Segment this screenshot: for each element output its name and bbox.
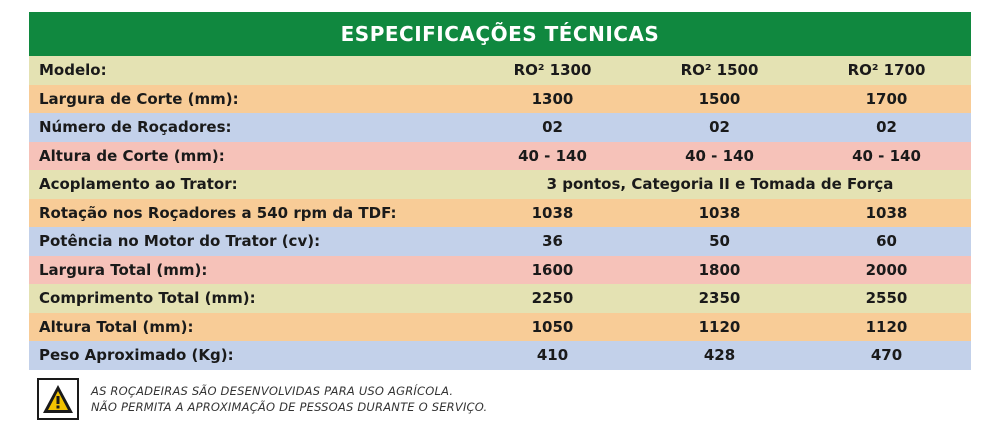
row-value: 1038 <box>865 203 908 222</box>
row-value: 2000 <box>865 260 908 279</box>
warning-line-2: NÃO PERMITA A APROXIMAÇÃO DE PESSOAS DUR… <box>91 400 488 414</box>
row-value: 2350 <box>698 289 741 308</box>
row-value: 470 <box>870 346 903 365</box>
row-span-value: 3 pontos, Categoria II e Tomada de Força <box>546 175 894 194</box>
row-value: RO² 1700 <box>847 61 926 80</box>
row-label: Rotação nos Roçadores a 540 rpm da TDF: <box>39 203 397 222</box>
row-value: 428 <box>703 346 736 365</box>
table-row: Peso Aproximado (Kg): 410 428 470 <box>29 341 971 370</box>
row-value: 1120 <box>698 317 741 336</box>
table-row: Comprimento Total (mm): 2250 2350 2550 <box>29 284 971 313</box>
row-value: 02 <box>709 118 730 137</box>
row-label: Acoplamento ao Trator: <box>39 175 238 194</box>
row-label: Número de Roçadores: <box>39 118 232 137</box>
table-row: Número de Roçadores: 02 02 02 <box>29 113 971 142</box>
row-value: 40 - 140 <box>852 146 921 165</box>
row-label: Peso Aproximado (Kg): <box>39 346 234 365</box>
table-row: Largura de Corte (mm): 1300 1500 1700 <box>29 84 971 113</box>
row-value: 1600 <box>531 260 574 279</box>
row-value: 02 <box>542 118 563 137</box>
row-value: 2250 <box>531 289 574 308</box>
row-value: 1300 <box>531 89 574 108</box>
warning-notice: AS ROÇADEIRAS SÃO DESENVOLVIDAS PARA USO… <box>29 374 971 424</box>
row-value: 410 <box>536 346 569 365</box>
row-label: Largura Total (mm): <box>39 260 208 279</box>
row-label: Altura Total (mm): <box>39 317 194 336</box>
table-row: Potência no Motor do Trator (cv): 36 50 60 <box>29 227 971 256</box>
table-row: Acoplamento ao Trator: 3 pontos, Categori… <box>29 170 971 199</box>
row-value: 1800 <box>698 260 741 279</box>
spec-table: Modelo: RO² 1300 RO² 1500 RO² 1700 Largura d… <box>29 56 971 370</box>
row-value: RO² 1300 <box>513 61 592 80</box>
row-value: 1700 <box>865 89 908 108</box>
row-value: 2550 <box>865 289 908 308</box>
row-value: 02 <box>876 118 897 137</box>
row-value: 1500 <box>698 89 741 108</box>
row-label: Altura de Corte (mm): <box>39 146 225 165</box>
table-row: Altura de Corte (mm): 40 - 140 40 - 140 40 … <box>29 141 971 170</box>
warning-line-1: AS ROÇADEIRAS SÃO DESENVOLVIDAS PARA USO… <box>91 384 454 398</box>
row-value: 50 <box>709 232 730 251</box>
row-value: 1038 <box>698 203 741 222</box>
warning-triangle-icon <box>37 378 79 420</box>
row-value: 1050 <box>531 317 574 336</box>
row-value: 1120 <box>865 317 908 336</box>
row-value: 60 <box>876 232 897 251</box>
warning-text: AS ROÇADEIRAS SÃO DESENVOLVIDAS PARA USO… <box>91 383 487 415</box>
table-row: Largura Total (mm): 1600 1800 2000 <box>29 255 971 284</box>
row-label: Comprimento Total (mm): <box>39 289 256 308</box>
row-value: 40 - 140 <box>685 146 754 165</box>
row-value: 40 - 140 <box>518 146 587 165</box>
table-row: Modelo: RO² 1300 RO² 1500 RO² 1700 <box>29 56 971 85</box>
table-title: ESPECIFICAÇÕES TÉCNICAS <box>29 12 971 56</box>
row-label: Potência no Motor do Trator (cv): <box>39 232 321 251</box>
row-label: Modelo: <box>39 61 107 80</box>
row-value: RO² 1500 <box>680 61 759 80</box>
row-value: 36 <box>542 232 563 251</box>
row-value: 1038 <box>531 203 574 222</box>
table-row: Altura Total (mm): 1050 1120 1120 <box>29 312 971 341</box>
table-row: Rotação nos Roçadores a 540 rpm da TDF: 1… <box>29 198 971 227</box>
row-label: Largura de Corte (mm): <box>39 89 239 108</box>
